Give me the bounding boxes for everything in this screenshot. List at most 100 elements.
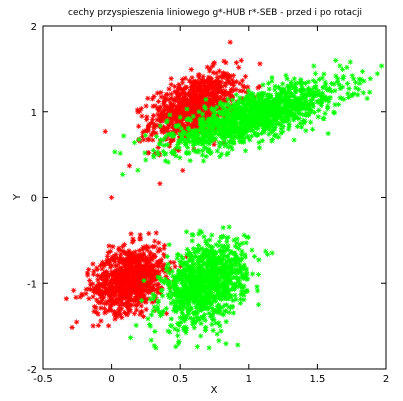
data-point (229, 127, 236, 133)
data-point (206, 68, 213, 74)
data-point (180, 260, 187, 267)
data-point (245, 84, 251, 90)
data-point (225, 243, 231, 249)
data-point (130, 237, 137, 244)
data-point (256, 257, 262, 263)
data-point (117, 312, 123, 318)
data-point (164, 107, 170, 113)
data-point (227, 116, 233, 122)
data-point (148, 269, 155, 275)
data-point (169, 102, 175, 109)
data-point (153, 130, 159, 136)
data-point (158, 94, 164, 100)
data-point (200, 285, 206, 291)
data-point (207, 254, 213, 260)
data-point (307, 119, 314, 125)
data-point (166, 279, 173, 285)
data-point (112, 308, 118, 315)
data-point (181, 267, 188, 273)
data-point (127, 279, 133, 286)
data-point (176, 95, 182, 102)
data-point (237, 296, 243, 302)
data-point (152, 328, 158, 335)
data-point (194, 306, 200, 312)
data-point (220, 74, 226, 80)
data-point (149, 244, 156, 250)
data-point (142, 132, 149, 138)
data-point (186, 310, 192, 316)
data-point (229, 303, 235, 309)
data-point (200, 78, 206, 84)
data-point (283, 91, 289, 97)
data-point (217, 248, 223, 254)
data-point (241, 263, 247, 270)
data-point (140, 133, 146, 140)
data-point (154, 268, 160, 274)
data-point (116, 282, 122, 288)
data-point (108, 294, 114, 300)
data-point (253, 108, 259, 114)
data-point (218, 130, 224, 136)
data-point (144, 247, 150, 253)
data-point (346, 85, 352, 92)
data-point (211, 92, 217, 99)
data-point (316, 107, 322, 114)
data-point (137, 232, 143, 238)
data-point (217, 294, 223, 300)
data-point (201, 234, 207, 240)
data-point (161, 245, 167, 252)
data-point (181, 122, 187, 128)
data-point (174, 111, 181, 117)
data-point (260, 101, 266, 107)
data-point (112, 316, 118, 322)
data-point (138, 291, 145, 297)
data-point (102, 270, 108, 276)
data-point (230, 73, 237, 79)
data-point (123, 301, 129, 307)
data-point (302, 80, 309, 87)
data-point (169, 268, 175, 274)
data-point (233, 254, 240, 260)
data-point (170, 273, 176, 279)
data-point (176, 105, 182, 111)
data-point (209, 265, 216, 271)
data-point (191, 147, 197, 153)
data-point (220, 249, 227, 255)
data-point (260, 82, 266, 88)
data-point (177, 155, 183, 161)
data-point (111, 257, 117, 263)
data-point (151, 154, 157, 160)
data-point (214, 127, 220, 134)
data-point (244, 287, 250, 294)
data-point (109, 269, 115, 275)
data-point (222, 269, 228, 275)
data-point (256, 116, 262, 122)
data-point (188, 109, 194, 115)
data-point (227, 250, 233, 256)
data-point (239, 128, 245, 134)
data-point (148, 132, 154, 138)
data-point (206, 345, 212, 351)
data-point (241, 297, 247, 303)
data-point (256, 91, 262, 97)
data-point (302, 112, 308, 118)
data-point (283, 72, 289, 79)
data-point (333, 73, 339, 79)
data-point (217, 102, 224, 108)
data-point (171, 285, 177, 291)
data-point (156, 116, 162, 122)
data-point (74, 319, 80, 325)
data-point (175, 320, 181, 327)
data-point (349, 73, 355, 79)
data-point (186, 139, 193, 145)
data-point (226, 293, 233, 299)
data-point (114, 288, 120, 295)
data-point (231, 140, 237, 146)
data-point (148, 280, 154, 286)
data-point (145, 282, 151, 288)
data-point (302, 118, 308, 124)
data-point (153, 263, 159, 269)
data-point (236, 99, 242, 105)
data-point (133, 307, 140, 313)
data-point (198, 79, 204, 85)
